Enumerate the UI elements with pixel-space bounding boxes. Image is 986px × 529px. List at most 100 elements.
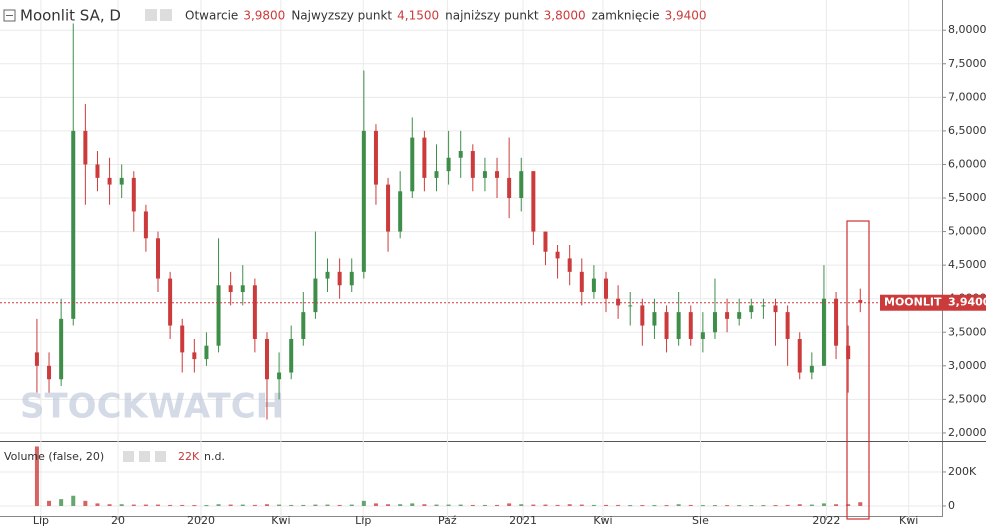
- volume-bar: [252, 504, 257, 506]
- last-price-name: MOONLIT: [884, 296, 942, 309]
- volume-bar: [301, 504, 306, 506]
- visibility-button[interactable]: [145, 9, 157, 21]
- volume-bar: [543, 504, 548, 506]
- candle-body: [737, 312, 742, 319]
- candle-body: [410, 137, 415, 192]
- candle-body: [470, 151, 475, 178]
- volume-bar: [652, 505, 657, 507]
- volume-bar: [422, 504, 427, 506]
- candle-body: [579, 271, 584, 292]
- volume-bar: [349, 504, 354, 506]
- volume-bar: [676, 504, 681, 506]
- settings-button[interactable]: [160, 9, 172, 21]
- highlight-box: [846, 220, 870, 520]
- volume-bar: [737, 505, 742, 507]
- volume-bar: [761, 505, 766, 507]
- candle-body: [688, 312, 693, 339]
- candle-body: [228, 285, 233, 292]
- volume-bar: [495, 504, 500, 506]
- volume-bar: [688, 504, 693, 506]
- candle-body: [652, 312, 657, 326]
- volume-bar: [458, 504, 463, 506]
- volume-bar: [797, 504, 802, 506]
- candle-body: [507, 177, 512, 199]
- last-price-box: [880, 294, 986, 311]
- volume-bar: [59, 499, 64, 506]
- y-tick-label: 3,5000: [948, 325, 986, 338]
- candle-body: [422, 137, 427, 178]
- marks: [0, 23, 942, 507]
- volume-bar: [168, 504, 173, 506]
- candle-body: [495, 171, 500, 178]
- legend-value: 3,8000: [544, 9, 586, 23]
- candle-body: [289, 338, 294, 373]
- y-tick-label: 2,0000: [948, 426, 986, 439]
- x-tick-label: Kwi: [593, 514, 612, 527]
- volume-tick-label: 0: [948, 499, 955, 512]
- header: Moonlit SA, D: [3, 7, 172, 25]
- candle-body: [555, 251, 560, 259]
- y-tick-label: 2,5000: [948, 392, 986, 405]
- candle-body: [156, 238, 161, 279]
- volume-bar: [858, 502, 863, 506]
- volume-bar: [47, 500, 52, 506]
- candle-body: [604, 278, 609, 299]
- volume-tick-label: 200K: [948, 465, 977, 478]
- candle-body: [821, 298, 826, 366]
- x-tick-label: Kwi: [899, 514, 918, 527]
- legend-label: zamknięcie: [592, 9, 660, 23]
- candle-body: [349, 271, 354, 286]
- volume-bar: [821, 503, 826, 506]
- volume-visibility-button[interactable]: [123, 451, 134, 462]
- volume-bar: [361, 500, 366, 506]
- candle-body: [252, 285, 257, 339]
- volume-bar: [131, 504, 136, 506]
- volume-bar: [640, 505, 645, 507]
- candle-body: [628, 305, 633, 307]
- volume-bar: [785, 504, 790, 506]
- legend-value: 3,9400: [665, 9, 707, 23]
- volume-bar: [531, 504, 536, 506]
- volume-bar: [604, 504, 609, 506]
- volume-bar: [216, 504, 221, 506]
- volume-title: Volume (false, 20): [4, 450, 104, 463]
- volume-bar: [337, 504, 342, 506]
- volume-bar: [204, 505, 209, 507]
- volume-bar: [386, 504, 391, 506]
- volume-bar: [555, 504, 560, 506]
- volume-bar: [34, 446, 39, 506]
- candle-body: [119, 177, 124, 185]
- x-tick-label: Lip: [33, 514, 49, 527]
- candle-body: [834, 298, 839, 346]
- candle-body: [71, 130, 76, 319]
- watermark: STOCKWATCH: [20, 387, 284, 427]
- volume-remove-button[interactable]: [155, 451, 166, 462]
- volume-bar: [410, 503, 415, 506]
- volume-bar: [507, 503, 512, 506]
- volume-bar: [119, 504, 124, 506]
- candle-body: [809, 365, 814, 373]
- volume-settings-button[interactable]: [139, 451, 150, 462]
- candle-body: [373, 130, 378, 185]
- candle-body: [434, 171, 439, 178]
- candle-body: [34, 352, 39, 366]
- candle-body: [725, 312, 730, 319]
- candle-body: [446, 157, 451, 172]
- volume-bar: [398, 504, 403, 506]
- candle-body: [216, 285, 221, 346]
- candle-body: [640, 305, 645, 326]
- volume-bar: [95, 503, 100, 506]
- candle-body: [313, 278, 318, 313]
- volume-bar: [482, 504, 487, 506]
- chart-title: Moonlit SA, D: [20, 7, 121, 25]
- volume-bar: [664, 505, 669, 507]
- volume-bar: [470, 504, 475, 506]
- y-tick-label: 4,5000: [948, 258, 986, 271]
- candle-body: [325, 271, 330, 279]
- candle-body: [846, 345, 851, 360]
- candle-body: [131, 177, 136, 212]
- x-tick-label: Lip: [355, 514, 371, 527]
- volume-bar: [519, 504, 524, 506]
